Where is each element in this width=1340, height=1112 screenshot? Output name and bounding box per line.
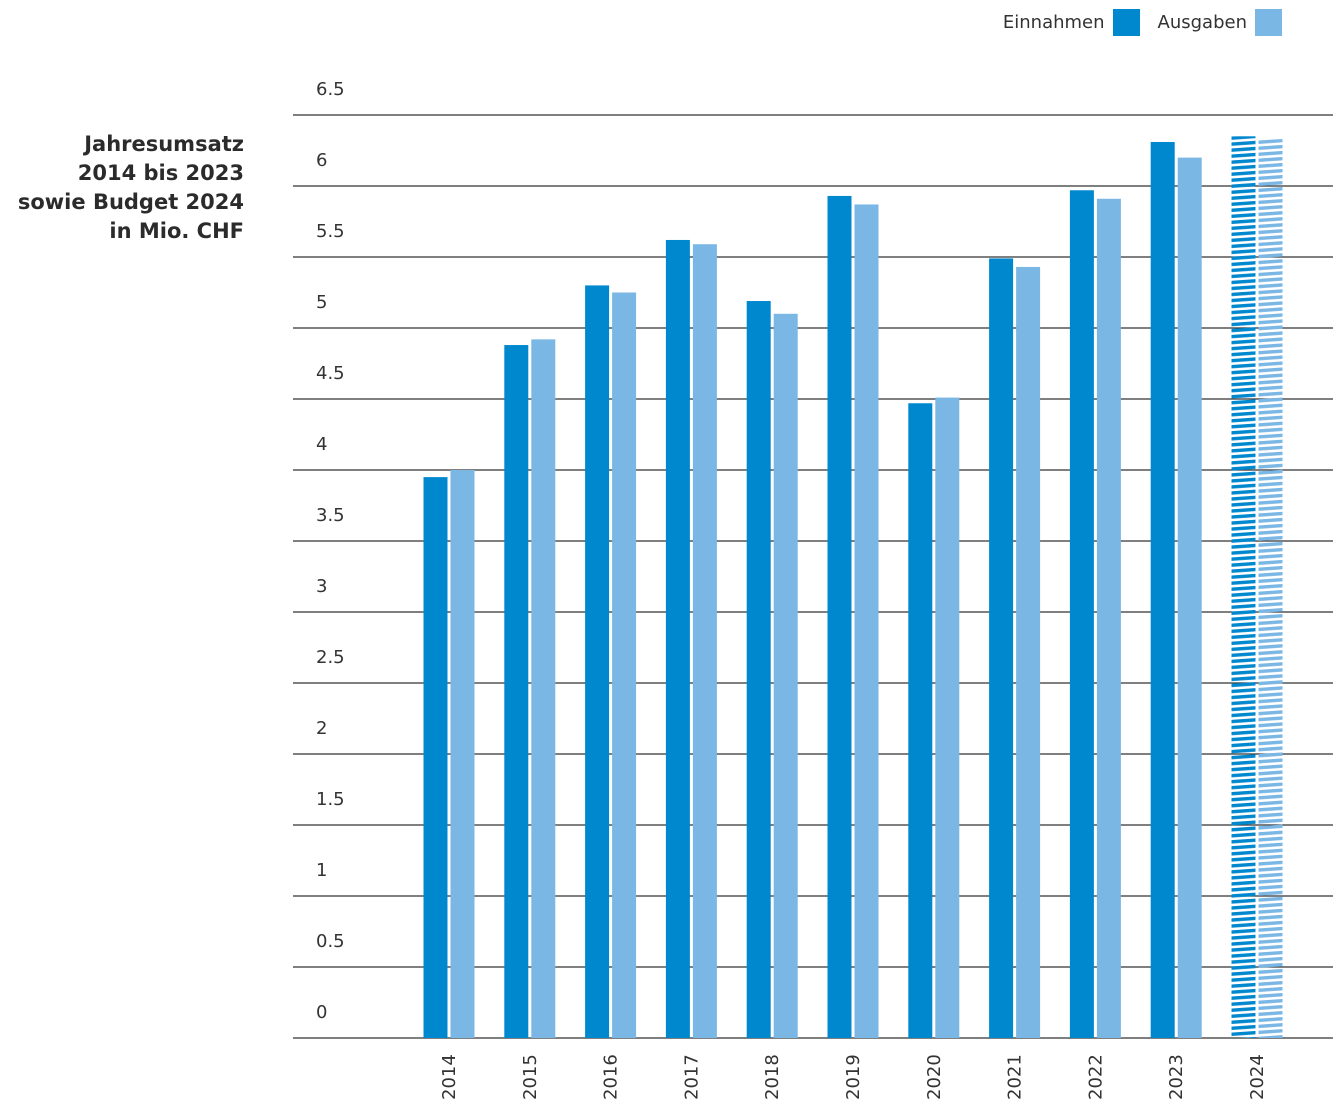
legend-item-einnahmen: Einnahmen — [1003, 9, 1140, 36]
chart-title-line: in Mio. CHF — [109, 219, 244, 243]
axis-labels: 0 0.5 1 1.5 2 2.5 3 3.5 4 4.5 5 5.5 6 6.5 2014 2015 2016… — [316, 79, 1268, 1100]
bar-einnahmen-2015 — [504, 345, 529, 1038]
x-tick-label: 2020 — [924, 1054, 945, 1100]
y-tick-label: 4.5 — [316, 363, 345, 384]
x-tick-label: 2016 — [601, 1054, 622, 1100]
x-tick-label: 2015 — [520, 1054, 541, 1100]
y-tick-label: 0 — [316, 1002, 327, 1023]
bar-ausgaben-2017 — [692, 244, 717, 1039]
bar-ausgaben-2024 — [1258, 139, 1283, 1038]
x-tick-label: 2023 — [1166, 1054, 1187, 1100]
y-tick-label: 4 — [316, 434, 327, 455]
legend-label: Einnahmen — [1002, 12, 1105, 33]
bar-ausgaben-2020 — [935, 397, 960, 1039]
bar-ausgaben-2014 — [450, 470, 475, 1038]
y-tick-label: 6.5 — [316, 79, 345, 100]
legend-swatch — [1112, 9, 1140, 36]
chart-title-line: sowie Budget 2024 — [17, 190, 244, 214]
y-tick-label: 0.5 — [316, 931, 345, 952]
bar-einnahmen-2014 — [423, 477, 448, 1039]
y-tick-label: 2.5 — [316, 647, 345, 668]
y-tick-label: 1 — [316, 860, 327, 881]
bar-einnahmen-2018 — [746, 301, 771, 1038]
x-tick-label: 2017 — [681, 1054, 702, 1100]
bar-ausgaben-2021 — [1016, 266, 1041, 1038]
bar-einnahmen-2019 — [827, 195, 852, 1038]
chart-title: Jahresumsatz 2014 bis 2023 sowie Budget … — [0, 130, 244, 246]
x-tick-label: 2022 — [1085, 1054, 1106, 1100]
bar-ausgaben-2023 — [1177, 157, 1202, 1039]
bar-einnahmen-2020 — [908, 403, 933, 1038]
bar-einnahmen-2016 — [585, 285, 610, 1038]
x-tick-label: 2014 — [439, 1054, 460, 1100]
x-tick-label: 2021 — [1005, 1054, 1026, 1100]
bar-ausgaben-2016 — [612, 292, 637, 1038]
y-tick-label: 5.5 — [316, 221, 345, 242]
bar-einnahmen-2022 — [1069, 190, 1094, 1038]
legend-label: Ausgaben — [1157, 12, 1247, 33]
chart-title-line: Jahresumsatz — [84, 132, 244, 156]
x-tick-label: 2019 — [843, 1054, 864, 1100]
bar-ausgaben-2022 — [1096, 198, 1121, 1038]
bar-einnahmen-2021 — [989, 258, 1014, 1038]
y-tick-label: 1.5 — [316, 789, 345, 810]
bar-ausgaben-2015 — [531, 339, 556, 1038]
bar-einnahmen-2023 — [1150, 141, 1175, 1039]
y-tick-label: 5 — [316, 292, 327, 313]
legend: Einnahmen Ausgaben — [985, 9, 1282, 36]
bars — [423, 136, 1283, 1039]
y-tick-label: 2 — [316, 718, 327, 739]
bar-ausgaben-2018 — [773, 313, 798, 1038]
y-tick-label: 3 — [316, 576, 327, 597]
legend-item-ausgaben: Ausgaben — [1158, 9, 1282, 36]
x-tick-label: 2024 — [1247, 1054, 1268, 1100]
grid — [293, 114, 1333, 1039]
chart-title-line: 2014 bis 2023 — [77, 161, 244, 185]
bar-ausgaben-2019 — [854, 204, 879, 1038]
y-tick-label: 6 — [316, 150, 327, 171]
legend-swatch — [1255, 9, 1282, 36]
bar-einnahmen-2017 — [665, 239, 690, 1038]
bar-einnahmen-2024 — [1231, 136, 1256, 1039]
x-tick-label: 2018 — [762, 1054, 783, 1100]
y-tick-label: 3.5 — [316, 505, 345, 526]
